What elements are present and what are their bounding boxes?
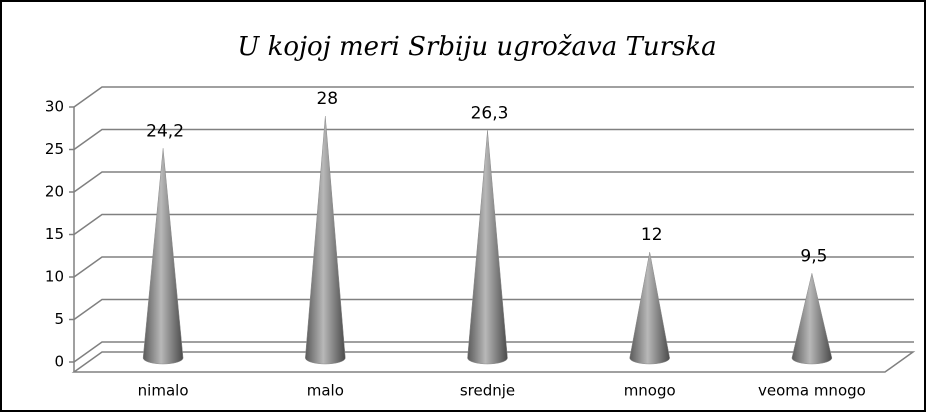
value-label: 12 [641,225,663,245]
grid-line [73,171,914,193]
y-tick-label: 30 [45,98,64,116]
x-tick-label: veoma mnogo [758,382,866,400]
cone [629,251,670,365]
floor [71,351,916,373]
grid-line [73,256,914,278]
x-tick-label: nimalo [138,382,189,400]
y-tick-label: 20 [45,183,64,201]
x-tick-label: malo [307,382,344,400]
grid-line [73,128,914,151]
value-label: 26,3 [471,103,509,123]
y-tick-label: 15 [45,225,64,243]
y-tick-label: 5 [54,310,64,328]
cone [791,273,833,365]
value-label: 9,5 [800,246,827,266]
cone [142,148,184,365]
y-tick-label: 25 [45,140,64,158]
cone [467,130,508,365]
x-tick-label: srednje [460,382,515,400]
x-tick-label: mnogo [624,382,676,400]
y-tick-label: 0 [54,353,64,371]
value-label: 28 [316,89,338,109]
cone [305,115,346,365]
grid-line [73,213,914,236]
value-label: 24,2 [146,121,184,141]
chart-title: U kojoj meri Srbiju ugrožava Turska [237,32,716,62]
grid-line [73,86,914,108]
y-tick-label: 10 [45,268,64,286]
